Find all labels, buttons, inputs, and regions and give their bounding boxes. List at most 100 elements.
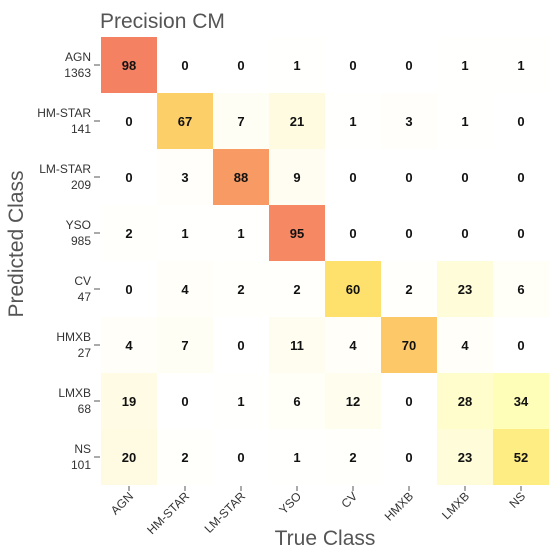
cell-value-label: 4 xyxy=(461,338,469,353)
cell-value-label: 3 xyxy=(405,114,412,129)
cell-value-label: 0 xyxy=(349,58,356,73)
heatmap-cell xyxy=(381,261,437,317)
heatmap-cell xyxy=(213,373,269,429)
heatmap-cell xyxy=(493,317,549,373)
heatmap-cell xyxy=(437,37,493,93)
cell-value-label: 0 xyxy=(461,170,468,185)
heatmap-cell xyxy=(325,261,381,317)
heatmap-cell xyxy=(157,373,213,429)
cell-value-label: 52 xyxy=(514,450,528,465)
heatmap-cell xyxy=(101,429,157,485)
cell-value-label: 0 xyxy=(181,58,188,73)
heatmap-cell xyxy=(269,37,325,93)
heatmap-cell xyxy=(493,373,549,429)
heatmap-cell xyxy=(157,205,213,261)
cell-value-label: 70 xyxy=(402,338,416,353)
cell-value-label: 60 xyxy=(346,282,360,297)
heatmap-cell xyxy=(437,149,493,205)
cell-value-label: 0 xyxy=(237,58,244,73)
cell-value-label: 0 xyxy=(517,170,524,185)
heatmap-cell xyxy=(381,205,437,261)
heatmap-cell xyxy=(493,93,549,149)
cell-value-label: 6 xyxy=(293,394,300,409)
cell-value-label: 0 xyxy=(517,226,524,241)
heatmap-cell xyxy=(213,261,269,317)
cell-value-label: 0 xyxy=(405,226,412,241)
y-tick-count: 209 xyxy=(71,178,91,192)
cell-value-label: 7 xyxy=(181,338,188,353)
y-axis-ticks: AGN 1363 HM-STAR 141 LM-STAR 209 YSO 985 CV 47 HMX… xyxy=(37,50,100,472)
heatmap-cell xyxy=(493,205,549,261)
x-tick-label: LMXB xyxy=(439,489,472,522)
x-tick-label: LM-STAR xyxy=(202,489,249,536)
heatmap-cell xyxy=(381,317,437,373)
heatmap-cell xyxy=(101,317,157,373)
x-tick-label: HMXB xyxy=(382,489,416,523)
x-axis-title: True Class xyxy=(275,527,376,550)
heatmap-cell xyxy=(437,373,493,429)
heatmap-cell xyxy=(381,93,437,149)
cell-value-label: 1 xyxy=(349,114,356,129)
y-tick-label: HM-STAR xyxy=(37,106,91,120)
cell-value-label: 0 xyxy=(125,114,132,129)
cell-value-label: 2 xyxy=(293,282,300,297)
y-tick-count: 985 xyxy=(71,234,91,248)
heatmap-cell xyxy=(157,37,213,93)
heatmap-cell xyxy=(269,317,325,373)
heatmap-cell xyxy=(493,149,549,205)
heatmap-cell xyxy=(437,93,493,149)
heatmap-cell xyxy=(269,93,325,149)
cell-value-label: 11 xyxy=(290,338,304,353)
cell-value-label: 0 xyxy=(461,226,468,241)
heatmap-cell xyxy=(493,261,549,317)
cell-value-label: 28 xyxy=(458,394,472,409)
y-tick-count: 68 xyxy=(78,402,92,416)
cell-value-label: 67 xyxy=(178,114,192,129)
heatmap-cell xyxy=(157,149,213,205)
heatmap-cell xyxy=(325,317,381,373)
cell-value-label: 0 xyxy=(517,114,524,129)
heatmap-cell xyxy=(381,37,437,93)
y-tick-label: LM-STAR xyxy=(39,162,91,176)
heatmap-cell xyxy=(325,93,381,149)
cell-value-label: 1 xyxy=(237,394,244,409)
cell-value-label: 0 xyxy=(405,394,412,409)
y-tick-label: AGN xyxy=(65,50,91,64)
y-tick-label: YSO xyxy=(66,218,91,232)
heatmap-cell xyxy=(213,37,269,93)
heatmap-cell xyxy=(213,149,269,205)
cell-value-label: 0 xyxy=(349,170,356,185)
cell-value-label: 0 xyxy=(237,450,244,465)
cell-value-label: 3 xyxy=(181,170,188,185)
chart-title: Precision CM xyxy=(100,10,225,33)
y-axis-title: Predicted Class xyxy=(5,170,28,317)
cell-value-label: 34 xyxy=(514,394,529,409)
cell-value-label: 1 xyxy=(293,450,300,465)
heatmap-cell xyxy=(101,261,157,317)
cell-value-labels: 98 0 0 1 0 0 1 10 67 7 21 1 3 1 00 3 88 9 0 0 0 02 1 1 95 0 0 0 00 4 2… xyxy=(122,58,529,465)
cell-value-label: 2 xyxy=(125,226,132,241)
cell-value-label: 98 xyxy=(122,58,136,73)
cell-value-label: 4 xyxy=(349,338,357,353)
heatmap-cell xyxy=(101,93,157,149)
heatmap-cell xyxy=(269,261,325,317)
cell-value-label: 23 xyxy=(458,282,472,297)
cell-value-label: 20 xyxy=(122,450,136,465)
cell-value-label: 95 xyxy=(290,226,304,241)
cell-value-label: 1 xyxy=(181,226,188,241)
cell-value-label: 4 xyxy=(181,282,189,297)
heatmap-cell xyxy=(325,373,381,429)
cell-value-label: 21 xyxy=(290,114,304,129)
cell-value-label: 2 xyxy=(349,450,356,465)
cell-value-label: 88 xyxy=(234,170,248,185)
cell-value-label: 0 xyxy=(237,338,244,353)
cell-value-label: 1 xyxy=(293,58,300,73)
heatmap-cell xyxy=(213,93,269,149)
cell-value-label: 0 xyxy=(517,338,524,353)
heatmap-cell xyxy=(437,261,493,317)
heatmap-cell xyxy=(213,317,269,373)
heatmap-cell xyxy=(437,205,493,261)
cell-value-label: 7 xyxy=(237,114,244,129)
cell-value-label: 2 xyxy=(237,282,244,297)
